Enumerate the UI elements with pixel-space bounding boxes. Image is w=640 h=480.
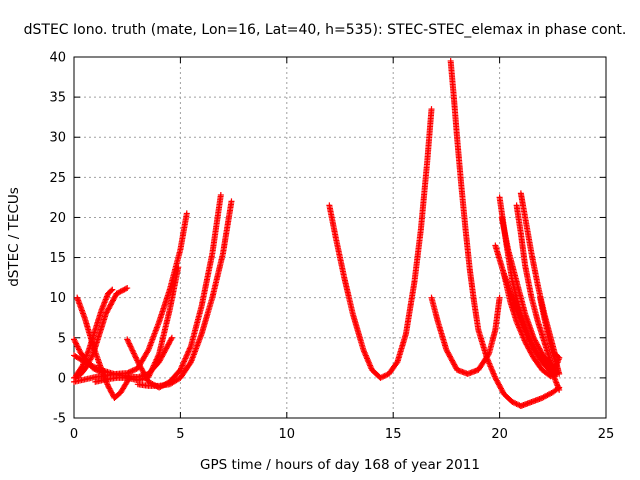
series-arc-18 (517, 190, 563, 361)
data-point (126, 368, 133, 375)
data-point (187, 360, 194, 367)
x-tick-label: 5 (176, 427, 184, 442)
series-arc-13 (517, 384, 563, 409)
series-arc-7 (92, 264, 182, 385)
y-tick-label: 40 (49, 51, 66, 66)
series-arc-3 (74, 294, 133, 401)
x-axis-label: GPS time / hours of day 168 of year 2011 (200, 457, 480, 473)
y-tick-label: 15 (49, 251, 66, 266)
data-point (428, 106, 435, 113)
plot-frame (73, 56, 607, 419)
y-tick-label: 5 (58, 331, 66, 346)
data-point (217, 191, 224, 198)
data-point (228, 198, 235, 205)
x-tick-label: 20 (491, 427, 508, 442)
x-tick-label: 10 (279, 427, 296, 442)
series-arc-20 (500, 270, 563, 393)
x-tick-label: 25 (598, 427, 615, 442)
data-point (130, 367, 137, 374)
data-point (129, 367, 136, 374)
y-tick-label: 30 (49, 131, 66, 146)
data-point (124, 285, 131, 292)
chart-title: dSTEC Iono. truth (mate, Lon=16, Lat=40,… (24, 22, 627, 38)
data-point (393, 360, 400, 367)
series-arc-15 (492, 242, 561, 380)
series-arc-19 (537, 294, 563, 377)
series-arc-8 (124, 191, 224, 391)
series-arc-10 (326, 106, 435, 381)
data-point (144, 348, 151, 355)
data-point (496, 294, 503, 301)
data-point (556, 370, 563, 377)
y-tick-label: 25 (49, 171, 66, 186)
y-axis-label: dSTEC / TECUs (6, 187, 22, 287)
data-point (128, 368, 135, 375)
data-point (122, 285, 129, 292)
series-arc-17 (513, 202, 561, 377)
data-point (78, 364, 85, 371)
data-point (556, 386, 563, 393)
series-arc-12 (447, 58, 524, 409)
data-point (168, 336, 175, 343)
y-tick-label: 0 (58, 371, 66, 386)
data-point (183, 210, 190, 217)
data-point (132, 366, 139, 373)
y-tick-label: 10 (49, 291, 66, 306)
data-point (168, 334, 175, 341)
y-tick-label: -5 (53, 412, 66, 427)
y-tick-label: 35 (49, 91, 66, 106)
data-point (125, 369, 132, 376)
data-point (109, 286, 116, 293)
data-marks (71, 58, 563, 409)
x-tick-label: 0 (70, 427, 78, 442)
x-tick-label: 15 (385, 427, 402, 442)
data-point (108, 287, 115, 294)
data-point (90, 363, 97, 370)
axis-ticks: 0 5 10 15 20 25 -5 0 5 10 15 20 25 30 35 40 (49, 51, 614, 443)
y-tick-label: 20 (49, 211, 66, 226)
data-point (175, 264, 182, 271)
series-arc-9 (134, 198, 235, 389)
series-arc-2 (73, 286, 116, 379)
